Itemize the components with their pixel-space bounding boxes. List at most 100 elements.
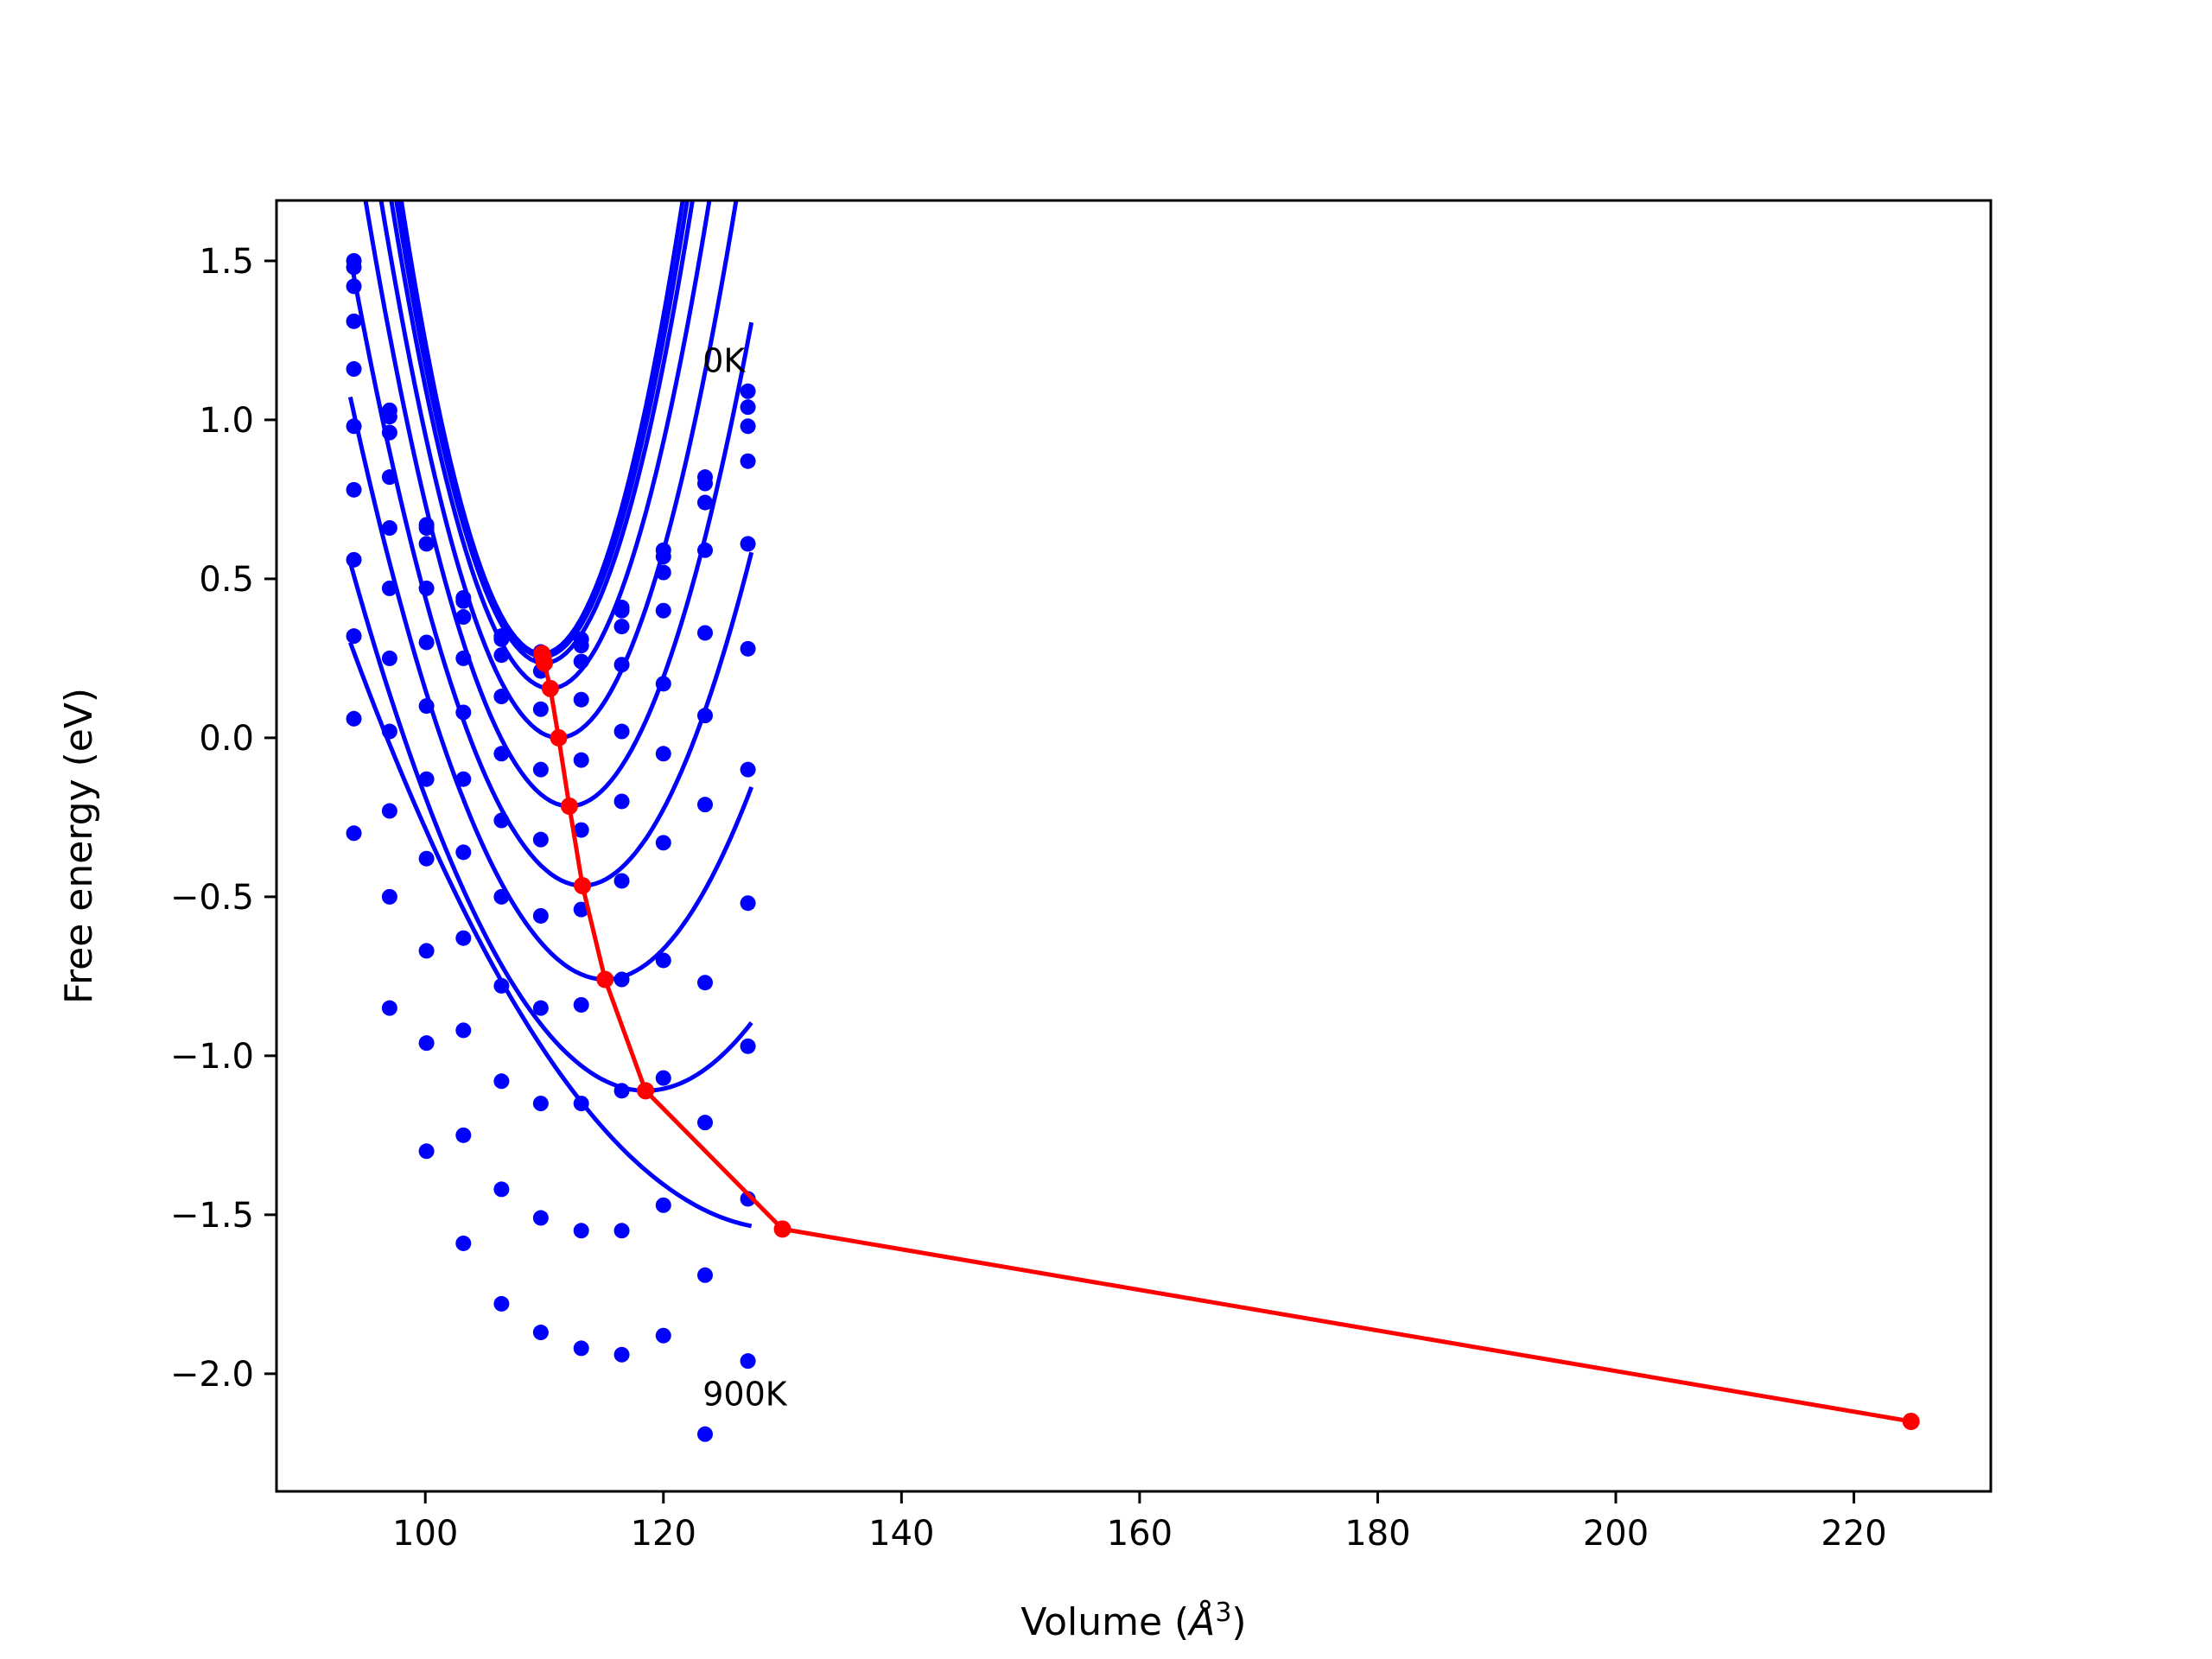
data-point bbox=[613, 1346, 630, 1363]
data-point bbox=[573, 691, 589, 708]
data-point bbox=[613, 1223, 630, 1239]
y-tick-label: 1.0 bbox=[199, 401, 254, 441]
data-point bbox=[493, 1073, 510, 1090]
data-point bbox=[493, 888, 510, 905]
data-point bbox=[532, 1210, 549, 1226]
data-point bbox=[418, 1035, 435, 1052]
x-tick-label: 220 bbox=[1821, 1514, 1886, 1554]
data-point bbox=[418, 943, 435, 959]
isotherm-curve bbox=[347, 562, 753, 1093]
x-tick-label: 200 bbox=[1583, 1514, 1649, 1554]
data-point bbox=[532, 831, 549, 848]
data-point bbox=[493, 689, 510, 705]
y-tick-label: −1.0 bbox=[170, 1037, 254, 1077]
data-point bbox=[532, 1096, 549, 1112]
data-point bbox=[381, 723, 397, 740]
annotation-label: 0K bbox=[702, 342, 746, 380]
data-point bbox=[346, 418, 362, 435]
data-point bbox=[381, 520, 397, 537]
x-axis: 100 120 140 160 180 200 220 bbox=[392, 1491, 1887, 1554]
data-point bbox=[697, 797, 713, 813]
data-point bbox=[418, 1143, 435, 1160]
data-point bbox=[613, 793, 630, 810]
data-point bbox=[532, 761, 549, 778]
data-point bbox=[740, 640, 756, 657]
data-point bbox=[346, 313, 362, 329]
isotherm-curve bbox=[347, 396, 754, 982]
data-point bbox=[381, 803, 397, 819]
data-point bbox=[455, 609, 472, 626]
data-point bbox=[455, 1127, 472, 1143]
data-point bbox=[697, 708, 713, 724]
x-tick-label: 160 bbox=[1107, 1514, 1173, 1554]
data-point bbox=[697, 494, 713, 511]
data-point bbox=[455, 593, 472, 609]
data-point bbox=[655, 564, 671, 581]
data-point bbox=[346, 481, 362, 498]
plot-frame bbox=[275, 199, 1993, 1493]
data-point bbox=[573, 1340, 589, 1357]
data-point bbox=[418, 536, 435, 552]
isotherm-curve bbox=[363, 200, 754, 809]
data-point bbox=[655, 1070, 671, 1086]
data-point bbox=[573, 996, 589, 1013]
data-point bbox=[613, 657, 630, 673]
data-point bbox=[455, 1235, 472, 1251]
data-point bbox=[418, 520, 435, 537]
data-point bbox=[455, 930, 472, 946]
minimum-point bbox=[541, 679, 559, 697]
equilibrium-volume-line bbox=[533, 645, 1920, 1431]
x-tick-label: 100 bbox=[392, 1514, 458, 1554]
data-point bbox=[381, 888, 397, 905]
y-tick-label: −0.5 bbox=[170, 878, 254, 918]
data-point bbox=[418, 850, 435, 867]
data-point bbox=[740, 1353, 756, 1370]
isotherm-curve bbox=[347, 256, 754, 888]
data-point bbox=[573, 822, 589, 838]
data-point bbox=[381, 650, 397, 666]
y-tick-label: −1.5 bbox=[170, 1196, 254, 1236]
y-tick-label: 0.5 bbox=[199, 560, 254, 600]
data-point bbox=[613, 602, 630, 619]
data-point bbox=[493, 1181, 510, 1198]
data-point bbox=[573, 1223, 589, 1239]
data-point bbox=[740, 895, 756, 912]
data-point bbox=[493, 1295, 510, 1312]
data-point bbox=[418, 698, 435, 715]
data-point bbox=[655, 1197, 671, 1213]
data-point bbox=[613, 619, 630, 635]
data-point bbox=[418, 580, 435, 596]
data-point bbox=[346, 278, 362, 295]
data-point bbox=[740, 536, 756, 552]
data-point bbox=[740, 761, 756, 778]
minimum-point bbox=[773, 1220, 791, 1238]
minimum-point bbox=[536, 654, 553, 672]
minimum-point bbox=[637, 1082, 655, 1100]
data-point bbox=[455, 844, 472, 861]
data-point bbox=[613, 971, 630, 988]
data-point bbox=[655, 746, 671, 762]
y-tick-label: 1.5 bbox=[199, 242, 254, 282]
annotations: 0K 900K bbox=[702, 342, 788, 1414]
data-point bbox=[740, 1038, 756, 1054]
y-axis: −2.0 −1.5 −1.0 −0.5 0.0 0.5 1.0 1.5 bbox=[170, 242, 276, 1395]
isotherm-curve bbox=[348, 641, 753, 1229]
data-point bbox=[455, 704, 472, 721]
y-tick-label: −2.0 bbox=[170, 1355, 254, 1395]
minimum-point bbox=[596, 970, 614, 988]
data-point bbox=[573, 1096, 589, 1112]
y-tick-label: 0.0 bbox=[199, 719, 254, 759]
data-point bbox=[697, 1426, 713, 1442]
data-point bbox=[493, 746, 510, 762]
minimum-point bbox=[574, 876, 592, 894]
x-tick-label: 120 bbox=[631, 1514, 696, 1554]
data-point bbox=[381, 424, 397, 441]
data-point bbox=[455, 650, 472, 666]
data-point bbox=[381, 409, 397, 425]
data-point bbox=[573, 752, 589, 768]
x-tick-label: 140 bbox=[868, 1514, 934, 1554]
data-point bbox=[455, 771, 472, 787]
data-point bbox=[532, 1000, 549, 1016]
data-point bbox=[493, 647, 510, 664]
